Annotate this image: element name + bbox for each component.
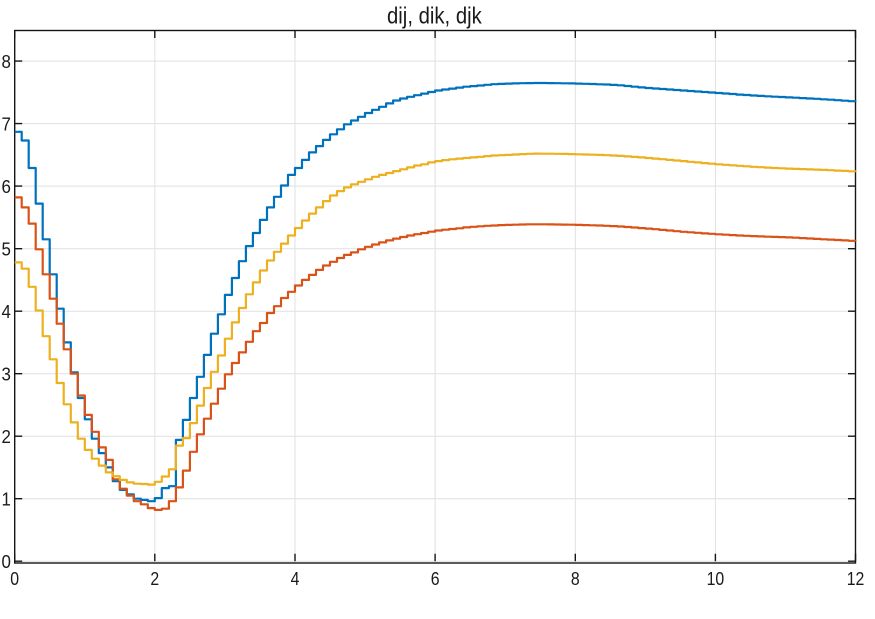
svg-text:4: 4: [291, 569, 300, 590]
svg-text:8: 8: [2, 52, 11, 73]
svg-text:0: 0: [2, 552, 11, 573]
svg-text:7: 7: [2, 114, 11, 135]
svg-text:3: 3: [2, 364, 11, 385]
svg-text:2: 2: [2, 427, 11, 448]
svg-text:0: 0: [10, 569, 19, 590]
svg-text:dij, dik, djk: dij, dik, djk: [387, 3, 482, 29]
svg-text:6: 6: [431, 569, 440, 590]
svg-text:6: 6: [2, 177, 11, 198]
svg-text:4: 4: [2, 302, 11, 323]
svg-text:12: 12: [847, 569, 865, 590]
svg-text:1: 1: [2, 489, 11, 510]
svg-text:2: 2: [150, 569, 159, 590]
svg-text:8: 8: [571, 569, 580, 590]
svg-text:5: 5: [2, 239, 11, 260]
svg-text:10: 10: [707, 569, 725, 590]
